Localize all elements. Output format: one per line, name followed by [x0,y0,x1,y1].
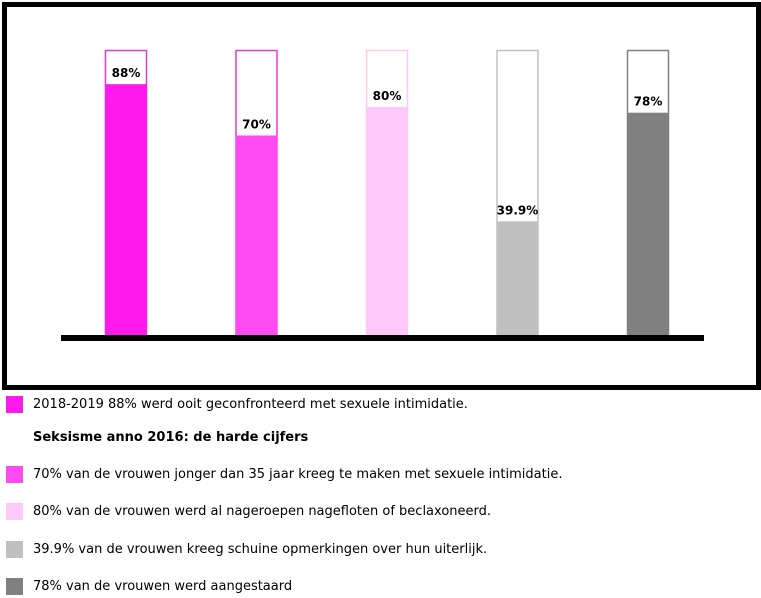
legend-item-2: 70% van de vrouwen jonger dan 35 jaar kr… [6,464,562,484]
bar-5 [627,112,669,335]
legend-text-3: 80% van de vrouwen werd al nageroepen na… [33,503,492,519]
legend-item-4: 39.9% van de vrouwen kreeg schuine opmer… [6,539,487,559]
bar-label-3: 80% [373,89,402,103]
bar-label-4: 39.9% [497,203,539,217]
bar-label-1: 88% [112,66,141,80]
bar-chart: 88% 70% 80% 39.9% 78% [61,49,704,341]
legend-text-4: 39.9% van de vrouwen kreeg schuine opmer… [33,541,488,557]
chart-frame: 88% 70% 80% 39.9% 78% [2,2,761,390]
legend-swatch-4 [6,540,23,558]
legend-swatch-2 [6,465,23,483]
legend-item-1: 2018-2019 88% werd ooit geconfronteerd m… [6,394,468,414]
legend-heading: Seksisme anno 2016: de harde cijfers [33,430,309,445]
bar-4 [496,221,539,335]
legend-text-2: 70% van de vrouwen jonger dan 35 jaar kr… [33,466,563,482]
bar-2 [235,135,278,335]
legend-item-3: 80% van de vrouwen werd al nageroepen na… [6,501,491,521]
legend-swatch-5 [6,577,23,595]
legend-text-5: 78% van de vrouwen werd aangestaard [33,578,293,594]
legend-text-1: 2018-2019 88% werd ooit geconfronteerd m… [33,396,468,412]
legend-swatch-3 [6,502,23,520]
bar-label-2: 70% [242,118,271,132]
legend-swatch-1 [6,395,23,413]
bar-1 [105,84,147,335]
legend-item-5: 78% van de vrouwen werd aangestaard [6,576,292,596]
bar-3 [366,107,408,335]
bar-label-5: 78% [634,95,663,109]
legend: 2018-2019 88% werd ooit geconfronteerd m… [0,388,761,598]
